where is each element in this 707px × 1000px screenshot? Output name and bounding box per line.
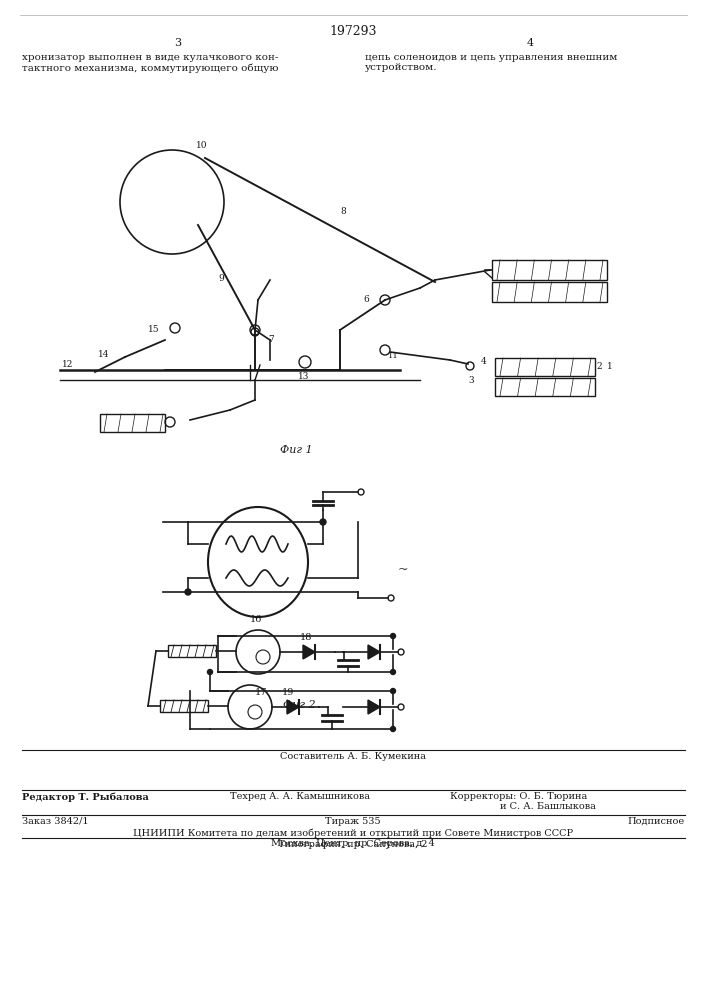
Circle shape	[207, 670, 213, 674]
Text: 6: 6	[363, 295, 369, 304]
Text: 17: 17	[255, 688, 267, 697]
Text: 12: 12	[62, 360, 74, 369]
Text: 7: 7	[268, 335, 274, 344]
Polygon shape	[303, 645, 315, 659]
Circle shape	[185, 589, 191, 595]
Polygon shape	[368, 645, 380, 659]
Circle shape	[390, 688, 395, 694]
Text: Фиг 1: Фиг 1	[280, 445, 312, 455]
Text: 9: 9	[218, 274, 223, 283]
Text: 8: 8	[340, 207, 346, 216]
Text: 14: 14	[98, 350, 110, 359]
Bar	[168, 645, 216, 657]
Text: Заказ 3842/1: Заказ 3842/1	[22, 817, 88, 826]
Text: ~: ~	[398, 564, 409, 576]
Bar	[100, 414, 165, 432]
Circle shape	[320, 519, 326, 525]
Circle shape	[390, 634, 395, 639]
Text: хронизатор выполнен в виде кулачкового кон-
тактного механизма, коммутирующего о: хронизатор выполнен в виде кулачкового к…	[22, 53, 279, 73]
Text: 197293: 197293	[329, 25, 377, 38]
Text: Фиг 2: Фиг 2	[283, 700, 315, 710]
Text: 16: 16	[250, 615, 262, 624]
Bar	[495, 378, 595, 396]
Text: 3: 3	[468, 376, 474, 385]
Text: Подписное: Подписное	[628, 817, 685, 826]
Text: 13: 13	[298, 372, 310, 381]
Text: 4: 4	[481, 357, 486, 366]
Text: 1: 1	[607, 362, 613, 371]
Text: 2: 2	[596, 362, 602, 371]
Bar	[495, 358, 595, 376]
Text: 4: 4	[527, 38, 534, 48]
Text: Составитель А. Б. Кумекина: Составитель А. Б. Кумекина	[280, 752, 426, 761]
Text: цепь соленоидов и цепь управления внешним
устройством.: цепь соленоидов и цепь управления внешни…	[365, 53, 617, 72]
Text: Корректоры: О. Б. Тюрина
                и С. А. Башлыкова: Корректоры: О. Б. Тюрина и С. А. Башлыко…	[450, 792, 596, 811]
Text: Тираж 535: Тираж 535	[325, 817, 381, 826]
Text: 3: 3	[175, 38, 182, 48]
Polygon shape	[287, 700, 299, 714]
Bar	[492, 282, 607, 302]
Polygon shape	[368, 700, 380, 714]
Text: 18: 18	[300, 633, 312, 642]
Text: 10: 10	[196, 141, 207, 150]
Bar	[160, 700, 208, 712]
Text: Редактор Т. Рыбалова: Редактор Т. Рыбалова	[22, 792, 149, 802]
Bar	[492, 260, 607, 280]
Text: 11: 11	[388, 352, 399, 360]
Text: 19: 19	[282, 688, 294, 697]
Text: ЦНИИПИ Комитета по делам изобретений и открытий при Совете Министров СССР: ЦНИИПИ Комитета по делам изобретений и о…	[133, 829, 573, 838]
Text: Техред А. А. Камышникова: Техред А. А. Камышникова	[230, 792, 370, 801]
Text: Типография, пр. Сапунова, 2: Типография, пр. Сапунова, 2	[279, 840, 428, 849]
Text: 15: 15	[148, 325, 160, 334]
Circle shape	[390, 670, 395, 674]
Text: Москва, Центр, пр. Серова, д. 4: Москва, Центр, пр. Серова, д. 4	[271, 839, 435, 848]
Circle shape	[390, 726, 395, 732]
